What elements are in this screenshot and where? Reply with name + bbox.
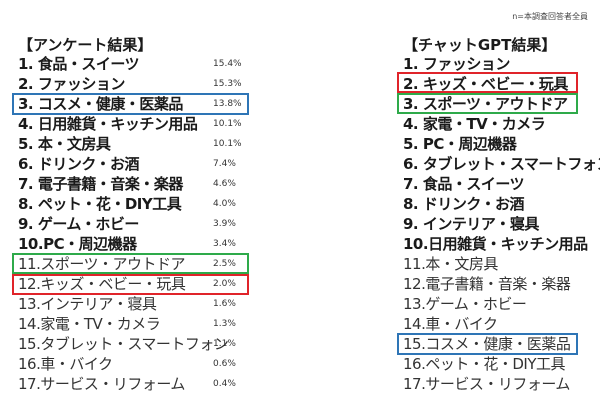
- chatgpt-item: 16.ペット・花・DIY工具: [403, 355, 566, 373]
- survey-share: 4.0%: [213, 199, 236, 209]
- chatgpt-item: 11.本・文房具: [403, 255, 498, 273]
- survey-item: 14.家電・TV・カメラ: [18, 315, 161, 333]
- survey-item: 1. 食品・スイーツ: [18, 55, 140, 73]
- survey-share: 3.9%: [213, 219, 236, 229]
- highlight-box: [12, 93, 249, 115]
- chatgpt-item: 5. PC・周辺機器: [403, 135, 517, 153]
- chatgpt-item: 6. タブレット・スマートフォン: [403, 155, 600, 173]
- highlight-box: [397, 333, 578, 355]
- chatgpt-item: 15.コスメ・健康・医薬品: [403, 335, 571, 353]
- survey-item: 12.キッズ・ベビー・玩具: [18, 275, 186, 293]
- survey-share: 15.3%: [213, 79, 242, 89]
- survey-share: 7.4%: [213, 159, 236, 169]
- chatgpt-item: 7. 食品・スイーツ: [403, 175, 525, 193]
- chatgpt-item: 4. 家電・TV・カメラ: [403, 115, 546, 133]
- survey-item: 11.スポーツ・アウトドア: [18, 255, 186, 273]
- highlight-box: [12, 253, 249, 274]
- chatgpt-item: 1. ファッション: [403, 55, 510, 73]
- survey-item: 8. ペット・花・DIY工具: [18, 195, 182, 213]
- survey-share: 1.3%: [213, 319, 236, 329]
- chatgpt-item: 8. ドリンク・お酒: [403, 195, 525, 213]
- survey-share: 4.6%: [213, 179, 236, 189]
- survey-share: 2.0%: [213, 279, 236, 289]
- highlight-box: [397, 93, 578, 114]
- survey-item: 13.インテリア・寝具: [18, 295, 157, 313]
- survey-item: 4. 日用雑貨・キッチン用品: [18, 115, 198, 133]
- survey-item: 10.PC・周辺機器: [18, 235, 137, 253]
- survey-share: 3.4%: [213, 239, 236, 249]
- note: n=本調査回答者全員: [512, 12, 588, 21]
- right-title: 【チャットGPT結果】: [403, 36, 557, 54]
- survey-share: 0.4%: [213, 379, 236, 389]
- survey-share: 15.4%: [213, 59, 242, 69]
- chatgpt-item: 10.日用雑貨・キッチン用品: [403, 235, 588, 253]
- chatgpt-item: 12.電子書籍・音楽・楽器: [403, 275, 571, 293]
- highlight-box: [12, 274, 249, 295]
- survey-share: 0.6%: [213, 359, 236, 369]
- chatgpt-item: 13.ゲーム・ホビー: [403, 295, 527, 313]
- left-title: 【アンケート結果】: [18, 36, 153, 54]
- survey-share: 13.8%: [213, 99, 242, 109]
- chatgpt-item: 17.サービス・リフォーム: [403, 375, 570, 393]
- chatgpt-item: 9. インテリア・寝具: [403, 215, 539, 233]
- survey-item: 15.タブレット・スマートフォン: [18, 335, 229, 353]
- chatgpt-item: 2. キッズ・ベビー・玩具: [403, 75, 568, 93]
- survey-item: 2. ファッション: [18, 75, 125, 93]
- survey-item: 6. ドリンク・お酒: [18, 155, 140, 173]
- survey-item: 3. コスメ・健康・医薬品: [18, 95, 183, 113]
- survey-item: 7. 電子書籍・音楽・楽器: [18, 175, 183, 193]
- survey-share: 1.1%: [213, 339, 236, 349]
- survey-item: 16.車・バイク: [18, 355, 113, 373]
- survey-share: 10.1%: [213, 139, 242, 149]
- chatgpt-item: 3. スポーツ・アウトドア: [403, 95, 568, 113]
- survey-item: 9. ゲーム・ホビー: [18, 215, 139, 233]
- survey-item: 17.サービス・リフォーム: [18, 375, 185, 393]
- survey-item: 5. 本・文房具: [18, 135, 111, 153]
- highlight-box: [397, 72, 578, 93]
- chatgpt-item: 14.車・バイク: [403, 315, 498, 333]
- survey-share: 2.5%: [213, 259, 236, 269]
- survey-share: 10.1%: [213, 119, 242, 129]
- survey-share: 1.6%: [213, 299, 236, 309]
